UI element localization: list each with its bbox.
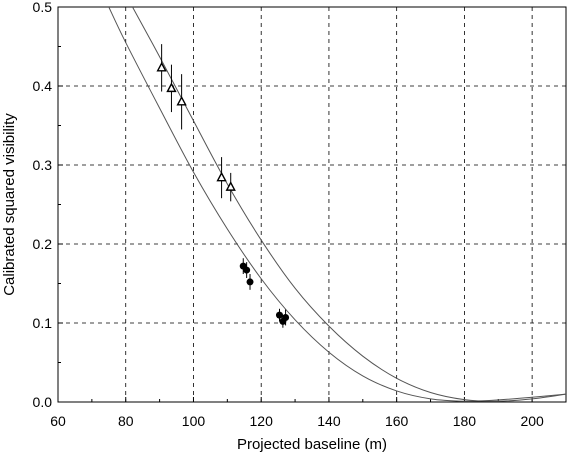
triangle-marker xyxy=(166,82,177,93)
triangle-marker xyxy=(216,171,227,182)
triangle-marker xyxy=(176,95,187,106)
grid xyxy=(58,7,566,402)
fit-curve xyxy=(132,7,566,402)
y-tick-label: 0.0 xyxy=(33,394,53,410)
x-tick-label: 160 xyxy=(385,413,409,429)
x-tick-label: 80 xyxy=(118,413,134,429)
x-tick-label: 60 xyxy=(50,413,66,429)
y-axis-label: Calibrated squared visibility xyxy=(1,113,18,296)
x-tick-label: 200 xyxy=(520,413,544,429)
x-tick-label: 180 xyxy=(453,413,477,429)
x-tick-label: 100 xyxy=(182,413,206,429)
triangle-marker xyxy=(156,61,167,72)
y-tick-label: 0.3 xyxy=(33,157,53,173)
y-tick-label: 0.2 xyxy=(33,236,53,252)
x-axis-label: Projected baseline (m) xyxy=(237,436,387,453)
circle-marker xyxy=(275,311,283,319)
fit-curve xyxy=(108,7,566,402)
fit-curves xyxy=(108,7,566,402)
triangle-marker xyxy=(225,181,236,191)
circle-marker xyxy=(282,313,290,321)
plot-frame xyxy=(57,6,567,403)
y-tick-label: 0.4 xyxy=(33,78,53,94)
data-points xyxy=(156,44,290,328)
y-tick-label: 0.5 xyxy=(33,0,53,15)
circle-marker xyxy=(246,278,254,286)
x-tick-label: 140 xyxy=(317,413,341,429)
x-tick-label: 120 xyxy=(250,413,274,429)
axis-ticks: 60 80 100 120 140 160 180 200 0.0 0.1 0.2 0.3 0.4 0.5 xyxy=(33,0,544,429)
y-tick-label: 0.1 xyxy=(33,315,53,331)
circle-marker xyxy=(243,266,251,274)
